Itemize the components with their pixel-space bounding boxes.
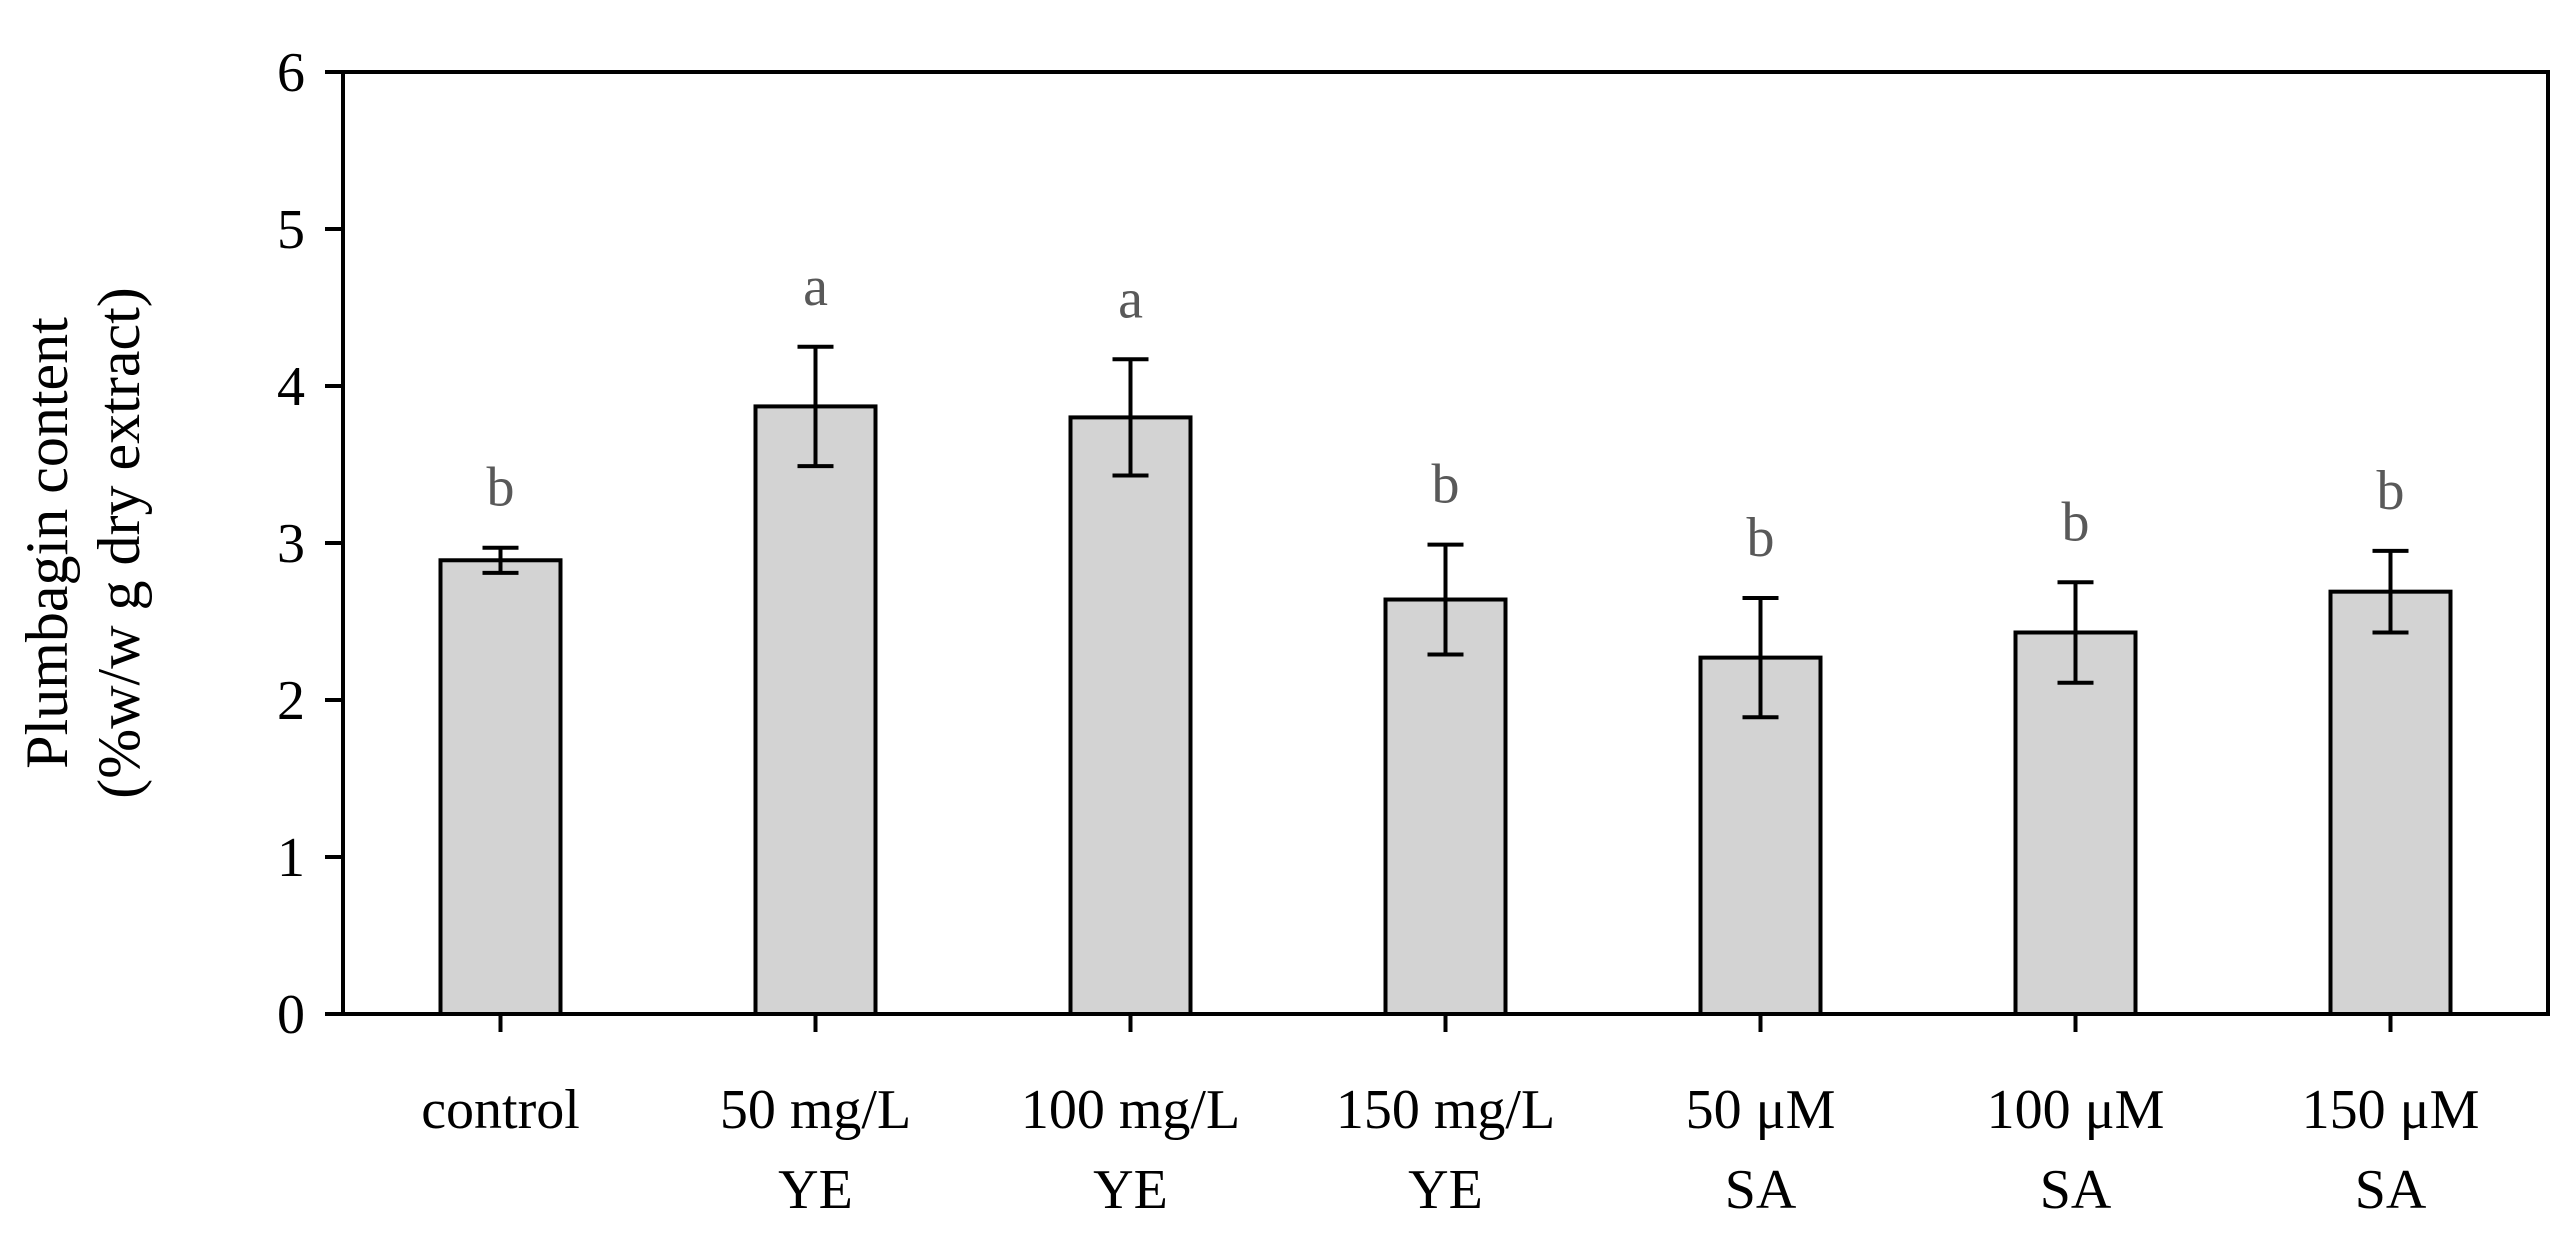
category-label: SA — [2355, 1159, 2427, 1221]
y-tick-label: 5 — [277, 199, 305, 261]
significance-letter: a — [803, 256, 828, 318]
significance-letter: b — [1747, 507, 1775, 569]
x-axis-ticks — [498, 1014, 2393, 1032]
plot-frame — [341, 70, 2550, 1016]
bar — [753, 404, 878, 1017]
category-label: YE — [1093, 1159, 1168, 1221]
category-label: 150 μM — [2302, 1079, 2480, 1141]
category-labels: control 50 mg/L YE 100 mg/L YE 150 mg/L YE 50 μ… — [421, 1079, 2479, 1221]
y-axis-label: Plumbagin content (%w/w g dry extract) — [14, 287, 152, 798]
y-axis-title-line: Plumbagin content — [14, 317, 80, 769]
y-tick-label: 3 — [277, 513, 305, 575]
significance-letter: b — [1432, 454, 1460, 516]
significance-letters: b a a b b b b — [487, 256, 2405, 569]
y-tick-label: 2 — [277, 670, 305, 732]
category-label: YE — [778, 1159, 853, 1221]
significance-letter: b — [2062, 491, 2090, 553]
y-axis-title-line: (%w/w g dry extract) — [86, 287, 152, 798]
category-label: 50 μM — [1686, 1079, 1836, 1141]
y-tick-label: 0 — [277, 984, 305, 1046]
bars — [438, 404, 2453, 1017]
significance-letter: b — [2377, 460, 2405, 522]
bar — [2013, 630, 2138, 1016]
y-tick-label: 6 — [277, 42, 305, 104]
significance-letter: b — [487, 457, 515, 519]
category-label: 50 mg/L — [720, 1079, 911, 1141]
bar — [438, 558, 563, 1017]
category-label: YE — [1408, 1159, 1483, 1221]
category-label: SA — [2040, 1159, 2112, 1221]
category-label: 100 μM — [1987, 1079, 2165, 1141]
category-label: control — [421, 1079, 580, 1141]
y-axis-title: Plumbagin content (%w/w g dry extract) — [14, 287, 152, 798]
significance-letter: a — [1118, 268, 1143, 330]
y-tick-label: 4 — [277, 356, 305, 418]
y-tick-label: 1 — [277, 827, 305, 889]
error-bars — [482, 344, 2409, 720]
bar — [1383, 597, 1508, 1017]
category-label: 100 mg/L — [1021, 1079, 1240, 1141]
bar — [2328, 589, 2453, 1016]
bar — [1068, 415, 1193, 1016]
y-axis-ticks: 0 1 2 3 4 5 6 — [277, 42, 343, 1046]
category-label: SA — [1725, 1159, 1797, 1221]
category-label: 150 mg/L — [1336, 1079, 1555, 1141]
